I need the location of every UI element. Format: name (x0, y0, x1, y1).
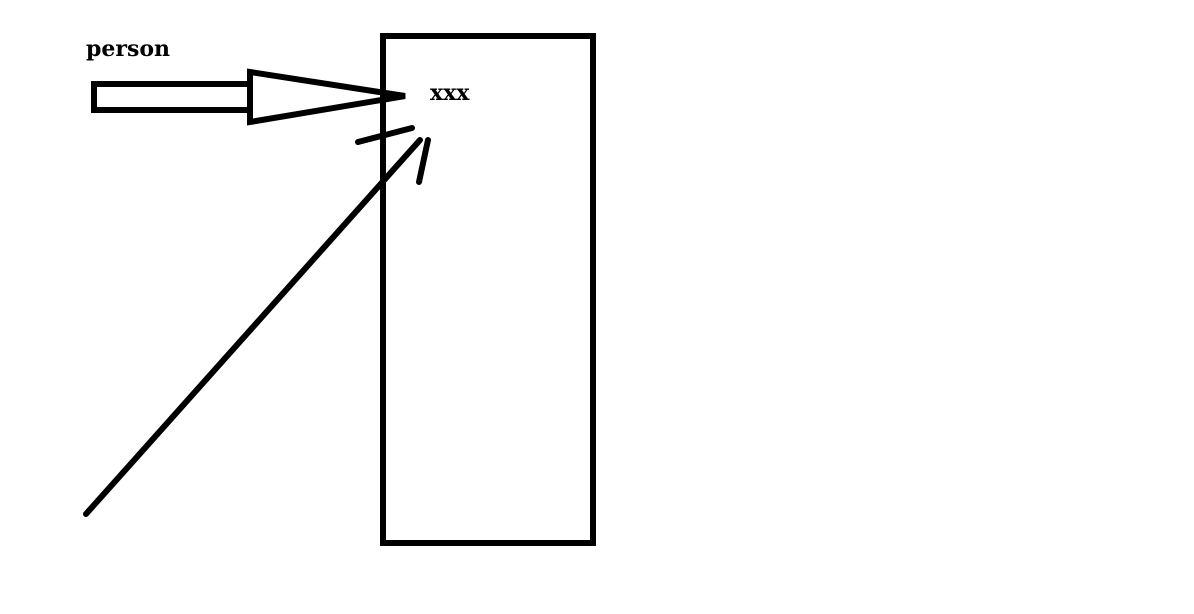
box-text-label: xxx (430, 80, 470, 106)
person-arrow-head (247, 68, 406, 126)
tall-box (380, 33, 596, 546)
diagonal-arrow-shaft (83, 137, 423, 517)
diagonal-arrow (83, 125, 431, 517)
diagonal-arrow-head-left (355, 125, 415, 145)
person-arrow-shaft (91, 81, 250, 113)
person-arrow (91, 68, 406, 126)
person-label: person (86, 36, 170, 62)
diagonal-arrow-head-right (416, 137, 431, 185)
